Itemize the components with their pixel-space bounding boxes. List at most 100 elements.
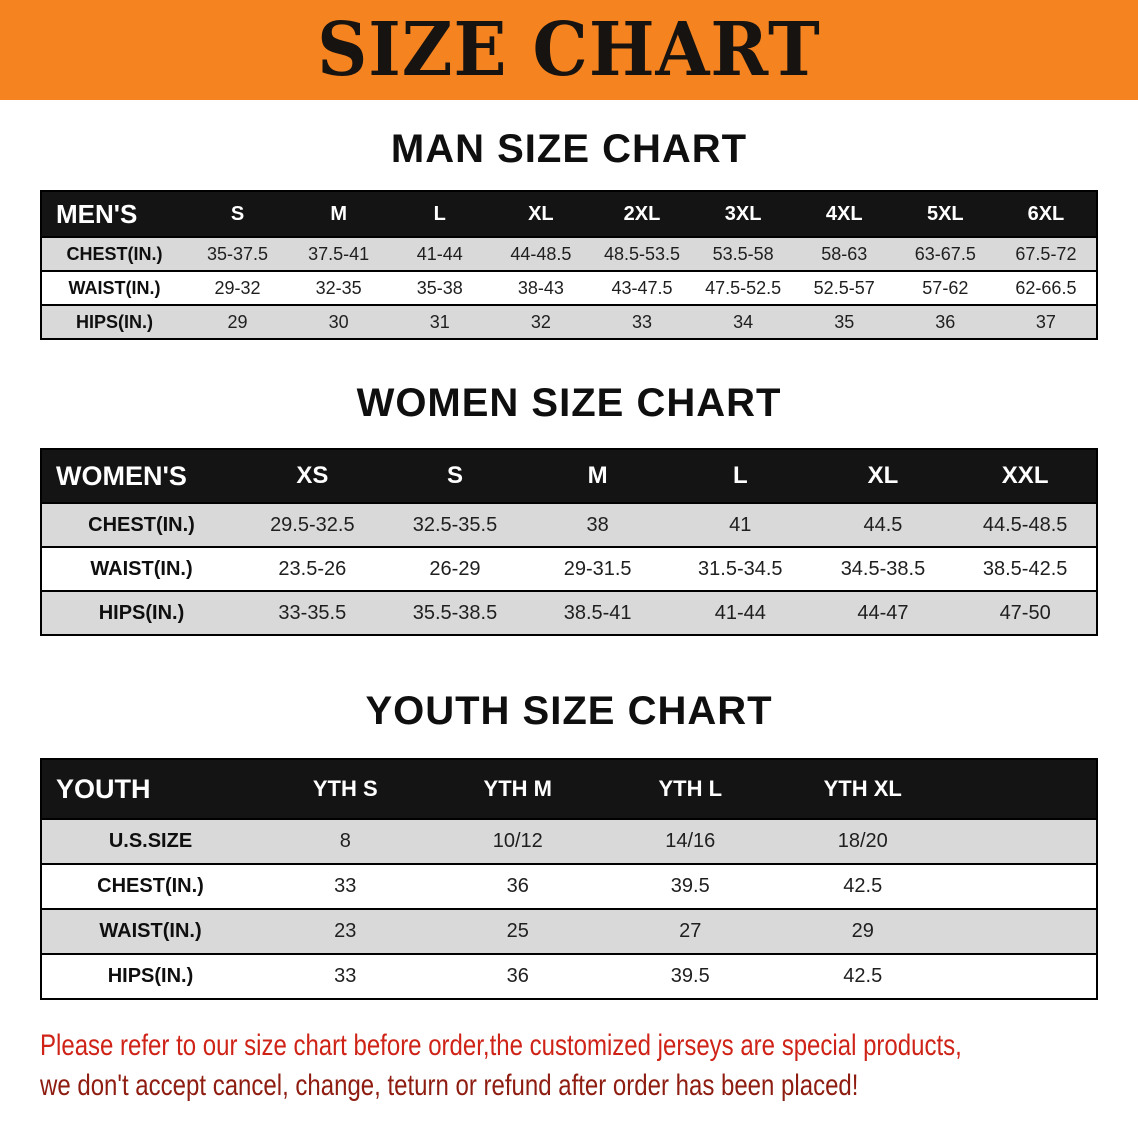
size-cell: 43-47.5	[611, 277, 673, 298]
size-cell: 8	[339, 830, 351, 852]
column-header: M	[330, 202, 347, 225]
size-table-women: WOMEN'S XS S M L XL XXL CHEST(IN.) 29.5-32.5 32.5…	[40, 448, 1098, 636]
row-label: HIPS(IN.)	[75, 311, 153, 332]
column-header: XS	[296, 462, 329, 489]
section-women: WOMEN SIZE CHART WOMEN'S XS S M L XL XXL CHEST(I…	[0, 380, 1138, 636]
column-header: 6XL	[1027, 202, 1065, 225]
size-cell: 47-50	[999, 601, 1051, 624]
section-heading-women: WOMEN SIZE CHART	[356, 381, 782, 425]
header-row: YOUTH YTH S YTH M YTH L YTH XL	[41, 759, 1097, 819]
size-cell: 29-32	[214, 277, 261, 298]
size-cell: 44-47	[857, 601, 909, 624]
column-header: YTH XL	[823, 776, 902, 801]
size-cell: 29	[227, 311, 248, 332]
column-header: L	[732, 462, 748, 489]
section-youth: YOUTH SIZE CHART YOUTH YTH S YTH M YTH L YTH …	[0, 688, 1138, 1000]
column-header: YTH L	[658, 776, 723, 801]
corner-label-women: WOMEN'S	[56, 460, 187, 491]
corner-label-men: MEN'S	[56, 198, 138, 229]
size-cell: 32-35	[315, 277, 362, 298]
filler-cell	[949, 819, 1097, 864]
size-cell: 41-44	[714, 601, 766, 624]
size-cell: 57-62	[922, 277, 969, 298]
row-label: HIPS(IN.)	[98, 601, 185, 624]
size-cell: 63-67.5	[914, 243, 976, 264]
size-cell: 67.5-72	[1015, 243, 1077, 264]
size-cell: 33	[334, 875, 357, 897]
size-cell: 44-48.5	[510, 243, 572, 264]
size-cell: 36	[506, 965, 529, 987]
column-header: 2XL	[623, 202, 661, 225]
size-cell: 18/20	[837, 830, 888, 852]
size-table-men: MEN'S S M L XL 2XL 3XL 4XL 5XL 6XL CHEST(IN.) 35-37…	[40, 190, 1098, 340]
table-row: WAIST(IN.) 29-32 32-35 35-38 38-43 43-47.5 47.…	[41, 271, 1097, 305]
size-cell: 31.5-34.5	[698, 557, 783, 580]
size-cell: 29.5-32.5	[270, 513, 355, 536]
size-cell: 27	[679, 920, 702, 942]
table-row: CHEST(IN.) 29.5-32.5 32.5-35.5 38 41 44.5 44.5…	[41, 503, 1097, 547]
size-cell: 33	[334, 965, 357, 987]
table-row: U.S.SIZE 8 10/12 14/16 18/20	[41, 819, 1097, 864]
table-row: HIPS(IN.) 33 36 39.5 42.5	[41, 954, 1097, 999]
column-header: XL	[528, 202, 554, 225]
size-cell: 38.5-42.5	[982, 557, 1068, 580]
size-cell: 23	[334, 920, 357, 942]
column-header: 4XL	[825, 202, 863, 225]
column-header: M	[587, 462, 608, 489]
size-cell: 41	[729, 513, 752, 536]
size-cell: 36	[506, 875, 529, 897]
section-men: MAN SIZE CHART MEN'S S M L XL 2XL 3XL 4XL 5XL 6XL C…	[0, 126, 1138, 340]
row-label: WAIST(IN.)	[68, 277, 161, 298]
header-row: MEN'S S M L XL 2XL 3XL 4XL 5XL 6XL	[41, 191, 1097, 237]
table-row: HIPS(IN.) 29 30 31 32 33 34 35 36 37	[41, 305, 1097, 339]
size-cell: 62-66.5	[1015, 277, 1077, 298]
size-cell: 37.5-41	[308, 243, 370, 264]
size-cell: 32	[530, 311, 551, 332]
size-cell: 33	[631, 311, 652, 332]
size-cell: 29	[851, 920, 874, 942]
size-cell: 44.5-48.5	[982, 513, 1068, 536]
header-row: WOMEN'S XS S M L XL XXL	[41, 449, 1097, 503]
size-cell: 44.5	[863, 513, 903, 536]
column-header: XXL	[1001, 462, 1049, 489]
footer-line-2: we don't accept cancel, change, teturn o…	[40, 1069, 859, 1102]
size-cell: 42.5	[843, 965, 883, 987]
row-label: HIPS(IN.)	[107, 965, 194, 987]
size-cell: 31	[429, 311, 450, 332]
banner-title: SIZE CHART	[317, 7, 821, 93]
size-cell: 38	[586, 513, 609, 536]
size-cell: 37	[1035, 311, 1056, 332]
filler-cell	[949, 909, 1097, 954]
table-row: CHEST(IN.) 33 36 39.5 42.5	[41, 864, 1097, 909]
size-cell: 35	[834, 311, 855, 332]
size-cell: 39.5	[670, 875, 710, 897]
size-cell: 29-31.5	[563, 557, 632, 580]
column-header: 5XL	[926, 202, 964, 225]
size-cell: 58-63	[821, 243, 868, 264]
size-cell: 48.5-53.5	[603, 243, 681, 264]
size-cell: 38-43	[517, 277, 564, 298]
filler-cell	[949, 954, 1097, 999]
column-header: S	[446, 462, 463, 489]
section-heading-youth: YOUTH SIZE CHART	[365, 689, 773, 733]
column-header: L	[433, 202, 446, 225]
table-row: WAIST(IN.) 23.5-26 26-29 29-31.5 31.5-34.5 34…	[41, 547, 1097, 591]
size-chart-banner: SIZE CHART	[0, 0, 1138, 100]
size-cell: 33-35.5	[278, 601, 347, 624]
filler-cell	[949, 864, 1097, 909]
size-cell: 52.5-57	[813, 277, 875, 298]
column-header: 3XL	[724, 202, 762, 225]
size-cell: 41-44	[416, 243, 463, 264]
size-cell: 10/12	[492, 830, 543, 852]
size-cell: 34.5-38.5	[840, 557, 926, 580]
footer-note: Please refer to our size chart before or…	[40, 1026, 1098, 1106]
size-cell: 32.5-35.5	[412, 513, 498, 536]
size-cell: 23.5-26	[278, 557, 347, 580]
table-row: CHEST(IN.) 35-37.5 37.5-41 41-44 44-48.5 48.5…	[41, 237, 1097, 271]
row-label: U.S.SIZE	[108, 830, 193, 852]
row-label: WAIST(IN.)	[90, 557, 193, 580]
corner-label-youth: YOUTH	[56, 773, 151, 804]
size-cell: 35-37.5	[207, 243, 269, 264]
column-header: YTH S	[312, 776, 378, 801]
size-cell: 34	[733, 311, 754, 332]
